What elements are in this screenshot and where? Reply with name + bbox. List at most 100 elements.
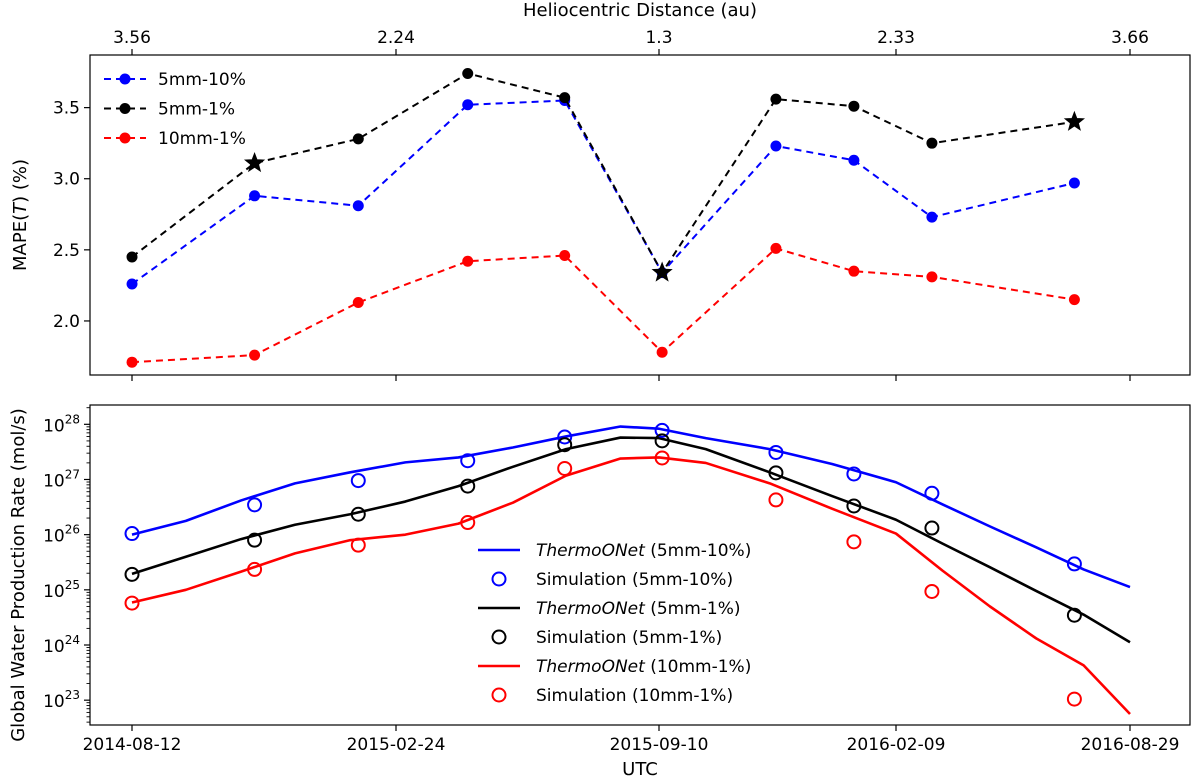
- top-data-point: [462, 67, 474, 79]
- top-x-tick-label: 2.24: [377, 28, 415, 48]
- tick-base: 10: [43, 582, 65, 602]
- top-data-point: [848, 100, 860, 112]
- tick-exponent: 28: [65, 412, 80, 426]
- top-data-point: [926, 211, 938, 223]
- bottom-y-tick-label: 1028: [43, 412, 80, 436]
- simulation-point: [124, 526, 140, 542]
- simulation-point: [924, 485, 940, 501]
- simulation-point: [124, 595, 140, 611]
- simulation-point: [924, 583, 940, 599]
- bottom-legend: ThermoONet (5mm-10%) Simulation (5mm-10%)…: [478, 541, 751, 706]
- top-data-point: [462, 255, 474, 267]
- bottom-x-tick-label: 2016-08-29: [1081, 735, 1180, 755]
- top-data-point: [848, 154, 860, 166]
- model-line-5mm-10%: [131, 425, 1131, 589]
- model-line-10mm-1%: [131, 456, 1131, 715]
- legend-model-suffix: (10mm-1%): [645, 657, 752, 677]
- simulation-point: [768, 444, 784, 460]
- legend-model-label: ThermoONet (5mm-10%): [536, 541, 751, 561]
- legend-sim-marker: [491, 687, 507, 703]
- simulation-point: [460, 453, 476, 469]
- top-data-point: [926, 137, 938, 149]
- top-x-tick-label: 3.66: [1111, 28, 1149, 48]
- top-data-point: [559, 92, 571, 104]
- top-data-point: [352, 133, 364, 145]
- tick-base: 10: [43, 471, 65, 491]
- simulation-point: [350, 537, 366, 553]
- tick-exponent: 27: [65, 467, 80, 481]
- bottom-x-tick-label: 2016-02-09: [847, 735, 946, 755]
- simulation-point: [247, 561, 263, 577]
- simulation-point: [654, 433, 670, 449]
- top-data-point: [926, 271, 938, 283]
- tick-exponent: 26: [65, 523, 80, 537]
- simulation-point: [1066, 691, 1082, 707]
- top-y-tick-label: 3.5: [53, 99, 80, 119]
- simulation-point: [247, 532, 263, 548]
- tick-base: 10: [43, 637, 65, 657]
- model-line-5mm-1%: [131, 436, 1131, 644]
- simulation-point: [846, 498, 862, 514]
- simulation-point: [350, 506, 366, 522]
- top-legend-label: 5mm-10%: [158, 70, 246, 90]
- top-legend-marker: [119, 132, 131, 144]
- top-data-point: [1068, 294, 1080, 306]
- top-series-line-10mm-1%: [131, 247, 1075, 364]
- legend-model-suffix: (5mm-1%): [645, 599, 741, 619]
- bottom-y-tick-label: 1025: [43, 578, 80, 602]
- simulation-point: [768, 465, 784, 481]
- tick-exponent: 25: [65, 578, 80, 592]
- top-y-label-suffix: ) (%): [10, 159, 31, 203]
- bottom-plot-frame: [89, 404, 1191, 726]
- legend-model-suffix: (5mm-10%): [645, 541, 752, 561]
- top-data-point: [559, 250, 571, 262]
- simulation-point: [557, 429, 573, 445]
- top-data-point: [352, 200, 364, 212]
- top-star-point: [1063, 110, 1085, 131]
- top-legend-marker: [119, 103, 131, 114]
- bottom-y-tick-label: 1023: [43, 688, 80, 712]
- top-y-axis-label: MAPE(T) (%): [10, 159, 31, 271]
- simulation-point: [460, 515, 476, 531]
- bottom-y-tick-label: 1024: [43, 633, 80, 657]
- top-star-point: [651, 261, 673, 282]
- top-data-point: [249, 190, 261, 202]
- tick-exponent: 23: [65, 688, 80, 702]
- simulation-point: [350, 473, 366, 489]
- legend-sim-label: Simulation (5mm-1%): [536, 628, 722, 648]
- simulation-point: [124, 566, 140, 582]
- legend-sim-label: Simulation (5mm-10%): [536, 570, 733, 590]
- bottom-y-tick-label: 1026: [43, 523, 80, 547]
- top-data-point: [352, 296, 364, 308]
- legend-model-name: ThermoONet: [536, 599, 646, 619]
- top-data-point: [462, 99, 474, 111]
- legend-sim-marker: [491, 629, 507, 645]
- top-y-label-prefix: MAPE(: [10, 214, 31, 271]
- simulation-point: [557, 460, 573, 476]
- legend-model-label: ThermoONet (5mm-1%): [536, 599, 741, 619]
- simulation-point: [1066, 607, 1082, 623]
- top-panel: 2.0 2.5 3.0 3.5 3.56 2.24 1.3 2.33 3.66 Helioce…: [10, 0, 1191, 381]
- simulation-point: [768, 492, 784, 508]
- top-data-point: [770, 140, 782, 152]
- top-x-tick-label: 1.3: [645, 28, 672, 48]
- simulation-point: [460, 478, 476, 494]
- bottom-x-axis-label: UTC: [622, 759, 658, 780]
- tick-base: 10: [43, 692, 65, 712]
- bottom-x-tick-label: 2015-09-10: [610, 735, 709, 755]
- top-data-point: [126, 356, 138, 368]
- top-y-label-var: T: [10, 201, 31, 214]
- tick-exponent: 24: [65, 633, 80, 647]
- top-star-point: [243, 151, 266, 173]
- top-legend-label: 5mm-1%: [158, 100, 235, 120]
- top-plot-frame: [89, 54, 1191, 376]
- top-x-axis-label: Heliocentric Distance (au): [523, 0, 757, 21]
- top-x-tick-label: 3.56: [113, 28, 151, 48]
- simulation-point: [846, 466, 862, 482]
- bottom-y-axis-label: Global Water Production Rate (mol/s): [8, 408, 29, 742]
- simulation-point: [654, 450, 670, 466]
- top-y-tick-label: 3.0: [53, 170, 80, 190]
- legend-sim-label: Simulation (10mm-1%): [536, 686, 733, 706]
